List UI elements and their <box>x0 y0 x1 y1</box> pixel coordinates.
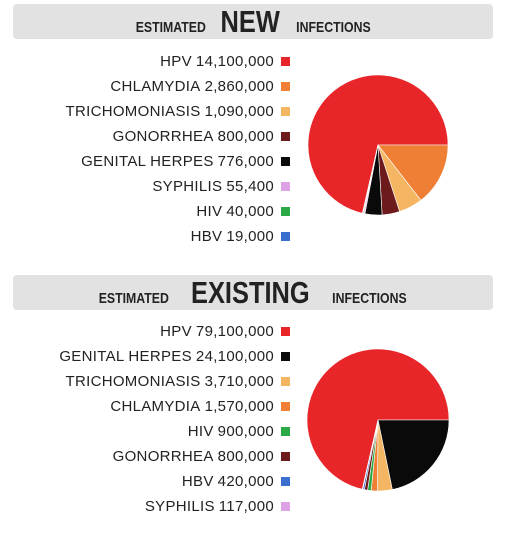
legend-label: HPV <box>160 52 192 70</box>
legend-swatch <box>281 501 290 511</box>
legend-row-hbv: HBV 420,000 <box>0 470 290 492</box>
existing-infections-panel: ESTIMATED EXISTING INFECTIONS HPV 79,100,… <box>0 272 517 548</box>
legend-swatch <box>281 56 290 66</box>
legend-value: 19,000 <box>226 227 274 245</box>
legend-row-gonorrhea: GONORRHEA 800,000 <box>0 445 290 467</box>
existing-infections-title: ESTIMATED EXISTING INFECTIONS <box>13 275 493 310</box>
legend-swatch <box>281 131 290 141</box>
legend-row-hpv: HPV 14,100,000 <box>0 50 290 72</box>
legend-swatch <box>281 181 290 191</box>
legend-label: HBV <box>190 227 223 245</box>
legend-row-gonorrhea: GONORRHEA 800,000 <box>0 125 290 147</box>
legend-row-trichomoniasis: TRICHOMONIASIS 3,710,000 <box>0 370 290 392</box>
legend-value: 24,100,000 <box>195 347 274 365</box>
legend-label: CHLAMYDIA <box>110 77 201 95</box>
legend-label: HIV <box>187 422 214 440</box>
legend-swatch <box>281 401 290 411</box>
new-infections-legend: HPV 14,100,000 CHLAMYDIA 2,860,000 TRICHOMON… <box>0 0 290 265</box>
legend-value: 800,000 <box>217 127 274 145</box>
legend-label: TRICHOMONIASIS <box>65 372 201 390</box>
pie-slice-hpv <box>306 348 450 490</box>
legend-value: 40,000 <box>226 202 274 220</box>
legend-value: 900,000 <box>217 422 274 440</box>
pie-slice-hpv <box>307 74 449 214</box>
legend-label: GONORRHEA <box>112 127 214 145</box>
legend-row-trichomoniasis: TRICHOMONIASIS 1,090,000 <box>0 100 290 122</box>
legend-swatch <box>281 231 290 241</box>
title-emphasis: EXISTING <box>191 275 310 310</box>
title-prefix: ESTIMATED <box>135 19 206 36</box>
legend-label: SYPHILIS <box>144 497 215 515</box>
legend-value: 420,000 <box>217 472 274 490</box>
legend-value: 776,000 <box>217 152 274 170</box>
legend-row-syphilis: SYPHILIS 55,400 <box>0 175 290 197</box>
legend-row-syphilis: SYPHILIS 117,000 <box>0 495 290 517</box>
legend-label: GENITAL HERPES <box>59 347 192 365</box>
legend-value: 3,710,000 <box>204 372 274 390</box>
pie-slice-hbv <box>362 144 379 214</box>
pie-slice-genital-herpes <box>377 419 450 490</box>
legend-row-genital-herpes: GENITAL HERPES 776,000 <box>0 150 290 172</box>
legend-value: 117,000 <box>218 497 274 515</box>
title-prefix: ESTIMATED <box>99 290 170 307</box>
legend-label: CHLAMYDIA <box>110 397 201 415</box>
legend-label: HBV <box>181 472 214 490</box>
legend-row-hiv: HIV 900,000 <box>0 420 290 442</box>
legend-row-hbv: HBV 19,000 <box>0 225 290 247</box>
pie-slice-chlamydia <box>377 144 449 201</box>
legend-row-chlamydia: CHLAMYDIA 2,860,000 <box>0 75 290 97</box>
existing-infections-legend: HPV 79,100,000 GENITAL HERPES 24,100,000 TRI… <box>0 272 290 548</box>
legend-label: GONORRHEA <box>112 447 214 465</box>
legend-label: TRICHOMONIASIS <box>65 102 201 120</box>
legend-value: 1,090,000 <box>204 102 274 120</box>
legend-row-hpv: HPV 79,100,000 <box>0 320 290 342</box>
legend-swatch <box>281 156 290 166</box>
new-infections-pie <box>307 74 449 216</box>
existing-infections-pie <box>306 348 450 492</box>
legend-value: 79,100,000 <box>195 322 274 340</box>
legend-swatch <box>281 426 290 436</box>
title-suffix: INFECTIONS <box>295 19 371 36</box>
legend-swatch <box>281 206 290 216</box>
legend-swatch <box>281 326 290 336</box>
legend-swatch <box>281 81 290 91</box>
legend-swatch <box>281 106 290 116</box>
legend-value: 55,400 <box>226 177 274 195</box>
legend-value: 2,860,000 <box>204 77 274 95</box>
legend-label: HIV <box>196 202 223 220</box>
legend-swatch <box>281 376 290 386</box>
pie-slice-syphilis <box>361 419 379 490</box>
legend-row-chlamydia: CHLAMYDIA 1,570,000 <box>0 395 290 417</box>
legend-label: SYPHILIS <box>152 177 223 195</box>
legend-value: 800,000 <box>217 447 274 465</box>
legend-value: 1,570,000 <box>204 397 274 415</box>
legend-row-hiv: HIV 40,000 <box>0 200 290 222</box>
legend-swatch <box>281 351 290 361</box>
legend-swatch <box>281 451 290 461</box>
new-infections-panel: ESTIMATED NEW INFECTIONS HPV 14,100,000 CH… <box>0 0 517 265</box>
title-emphasis: NEW <box>220 4 281 39</box>
title-suffix: INFECTIONS <box>331 290 407 307</box>
legend-row-genital-herpes: GENITAL HERPES 24,100,000 <box>0 345 290 367</box>
new-infections-title: ESTIMATED NEW INFECTIONS <box>13 4 493 39</box>
legend-label: HPV <box>160 322 192 340</box>
legend-swatch <box>281 476 290 486</box>
legend-label: GENITAL HERPES <box>81 152 214 170</box>
legend-value: 14,100,000 <box>195 52 274 70</box>
